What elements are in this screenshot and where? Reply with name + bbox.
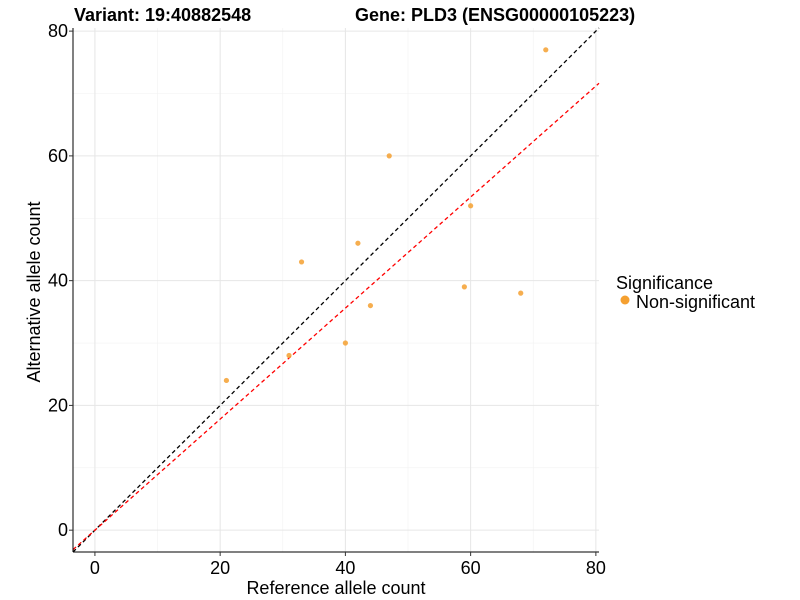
chart-title-variant: Variant: 19:40882548 bbox=[74, 5, 251, 25]
data-point bbox=[342, 340, 348, 346]
x-axis-label: Reference allele count bbox=[246, 578, 425, 598]
reference-lines bbox=[72, 27, 600, 553]
data-point bbox=[286, 352, 292, 359]
y-axis-label: Alternative allele count bbox=[24, 201, 44, 382]
legend: Significance Non-significant bbox=[616, 273, 755, 312]
reference-line-identity bbox=[72, 27, 600, 553]
data-point bbox=[223, 377, 230, 384]
reference-line-ratio bbox=[72, 82, 600, 551]
chart-title-gene: Gene: PLD3 (ENSG00000105223) bbox=[355, 5, 635, 25]
x-tick-labels: 0 20 40 60 80 bbox=[90, 558, 606, 578]
y-tick-label: 80 bbox=[48, 21, 68, 41]
y-tick-label: 40 bbox=[48, 271, 68, 291]
legend-title: Significance bbox=[616, 273, 713, 293]
y-tick-label: 60 bbox=[48, 146, 68, 166]
data-point bbox=[367, 302, 374, 309]
data-point bbox=[298, 259, 305, 265]
grid bbox=[73, 28, 599, 552]
x-tick-label: 20 bbox=[210, 558, 230, 578]
data-points bbox=[223, 47, 549, 384]
x-tick-label: 80 bbox=[586, 558, 606, 578]
x-tick-label: 60 bbox=[461, 558, 481, 578]
data-point bbox=[543, 47, 549, 53]
y-tick-label: 20 bbox=[48, 395, 68, 415]
data-point bbox=[468, 203, 474, 209]
axes bbox=[69, 28, 599, 556]
x-tick-label: 40 bbox=[335, 558, 355, 578]
y-tick-label: 0 bbox=[58, 520, 68, 540]
data-point bbox=[386, 153, 392, 159]
legend-label-non-significant: Non-significant bbox=[636, 292, 755, 312]
y-tick-labels: 0 20 40 60 80 bbox=[48, 21, 68, 540]
data-point bbox=[461, 284, 467, 290]
data-point bbox=[355, 240, 361, 246]
x-tick-label: 0 bbox=[90, 558, 100, 578]
legend-marker-non-significant bbox=[620, 295, 630, 305]
data-point bbox=[518, 290, 524, 296]
